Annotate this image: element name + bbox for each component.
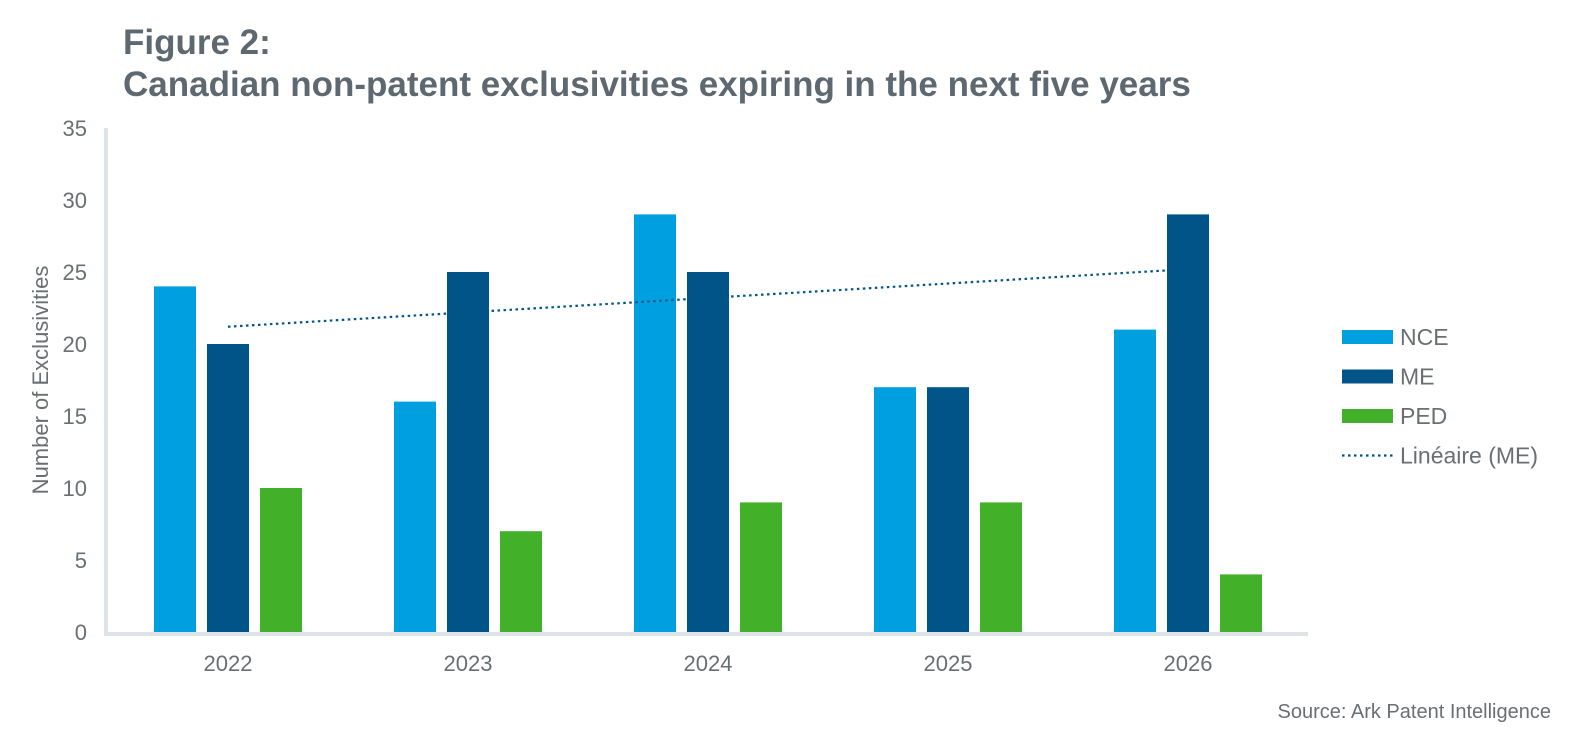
- bar-me-2026: [1167, 214, 1209, 632]
- bar-ped-2022: [260, 488, 302, 632]
- y-tick-label: 10: [63, 476, 87, 501]
- bar-ped-2025: [980, 502, 1022, 632]
- legend-swatch-ped: [1342, 409, 1393, 423]
- chart-title-line2: Canadian non-patent exclusivities expiri…: [123, 65, 1191, 104]
- legend-label: ME: [1400, 364, 1435, 390]
- bar-nce-2022: [154, 286, 196, 632]
- bar-me-2023: [447, 272, 489, 632]
- legend-label: Linéaire (ME): [1400, 443, 1538, 469]
- y-tick-label: 20: [63, 332, 87, 357]
- bar-nce-2025: [874, 387, 916, 632]
- bar-nce-2024: [634, 214, 676, 632]
- bar-nce-2023: [394, 401, 436, 632]
- x-tick-label: 2022: [204, 651, 253, 676]
- y-axis-label: Number of Exclusivities: [28, 266, 53, 495]
- bar-ped-2026: [1220, 574, 1262, 632]
- source-note: Source: Ark Patent Intelligence: [1277, 701, 1552, 723]
- bar-me-2024: [687, 272, 729, 632]
- x-tick-label: 2026: [1164, 651, 1213, 676]
- x-tick-label: 2024: [684, 651, 733, 676]
- y-axis-ticks: 0 5 10 15 20 25 30 35: [63, 116, 87, 645]
- x-tick-label: 2023: [444, 651, 493, 676]
- chart-title-line1: Figure 2:: [123, 23, 271, 62]
- legend: NCE ME PED Linéaire (ME): [1342, 324, 1538, 469]
- bar-ped-2023: [500, 531, 542, 632]
- legend-swatch-me: [1342, 369, 1393, 384]
- legend-swatch-nce: [1342, 330, 1393, 344]
- y-tick-label: 5: [75, 548, 87, 573]
- x-tick-label: 2025: [924, 651, 973, 676]
- x-axis-ticks: 2022 2023 2024 2025 2026: [204, 651, 1213, 676]
- bar-nce-2026: [1114, 329, 1156, 632]
- bar-me-2022: [207, 344, 249, 632]
- y-tick-label: 25: [63, 260, 87, 285]
- y-tick-label: 35: [63, 116, 87, 141]
- y-tick-label: 0: [75, 620, 87, 645]
- trendline-me: [227, 268, 1189, 328]
- legend-label: NCE: [1400, 324, 1449, 350]
- chart-title: Figure 2: Canadian non-patent exclusivit…: [123, 22, 1191, 106]
- bar-ped-2024: [740, 502, 782, 632]
- legend-label: PED: [1400, 403, 1447, 429]
- y-tick-label: 30: [63, 188, 87, 213]
- y-tick-label: 15: [63, 404, 87, 429]
- bars: [154, 214, 1262, 632]
- bar-me-2025: [927, 387, 969, 632]
